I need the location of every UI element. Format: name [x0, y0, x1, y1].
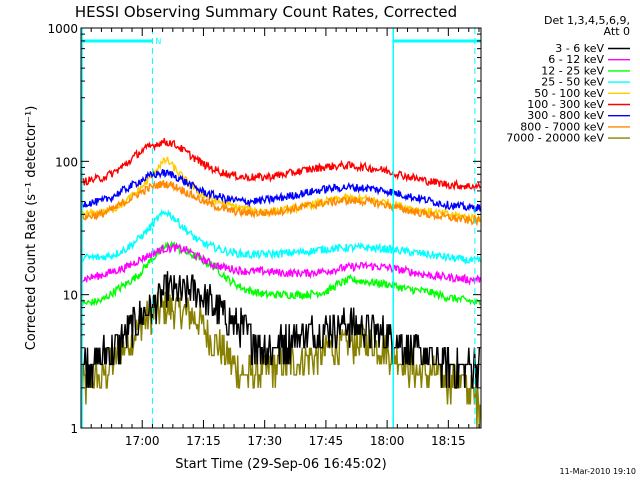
- series-line: [81, 240, 481, 308]
- x-tick-label: 17:00: [125, 434, 160, 448]
- legend-entry-label: 12 - 25 keV: [541, 64, 604, 77]
- timestamp-annotation: 11-Mar-2010 19:10: [560, 467, 637, 476]
- x-axis-label: Start Time (29-Sep-06 16:45:02): [175, 457, 386, 472]
- chart-title: HESSI Observing Summary Count Rates, Cor…: [75, 3, 457, 21]
- series-line: [81, 242, 481, 286]
- y-tick-label: 10: [63, 289, 78, 303]
- legend-entry-label: 25 - 50 keV: [541, 76, 604, 89]
- y-tick-label: 1000: [47, 22, 78, 36]
- x-tick-label: 18:15: [431, 434, 466, 448]
- night-marker-label: N: [155, 37, 161, 46]
- x-tick-label: 17:30: [247, 434, 282, 448]
- x-tick-label: 17:15: [186, 434, 221, 448]
- series-line: [81, 138, 481, 193]
- legend-entry-label: 50 - 100 keV: [534, 87, 604, 100]
- plot-area: N: [81, 28, 481, 428]
- legend-entry-label: 7000 - 20000 keV: [506, 132, 604, 145]
- legend-entry-label: 3 - 6 keV: [555, 42, 604, 55]
- series-line: [81, 180, 481, 227]
- plot-frame: [80, 27, 482, 429]
- axes: 17:00 17:15 17:30 17:45 18:00 18:15 1 10 100 1000: [47, 22, 482, 448]
- series-line: [81, 208, 481, 265]
- y-axis-label: Corrected Count Rate (s⁻¹ detector⁻¹): [24, 106, 39, 351]
- legend-header: Att 0: [604, 25, 630, 38]
- x-tick-label: 17:45: [309, 434, 344, 448]
- series-line: [81, 271, 481, 389]
- legend-entry-label: 300 - 800 keV: [527, 109, 604, 122]
- legend-entry-label: 800 - 7000 keV: [520, 120, 604, 133]
- legend-entry-label: 6 - 12 keV: [548, 53, 604, 66]
- y-tick-label: 100: [55, 155, 78, 169]
- series-lines: [81, 138, 481, 428]
- series-line: [81, 168, 481, 213]
- legend-entry-label: 100 - 300 keV: [527, 98, 604, 111]
- x-tick-label: 18:00: [370, 434, 405, 448]
- y-tick-label: 1: [70, 422, 78, 436]
- legend-header: Det 1,3,4,5,6,9,: [544, 14, 630, 27]
